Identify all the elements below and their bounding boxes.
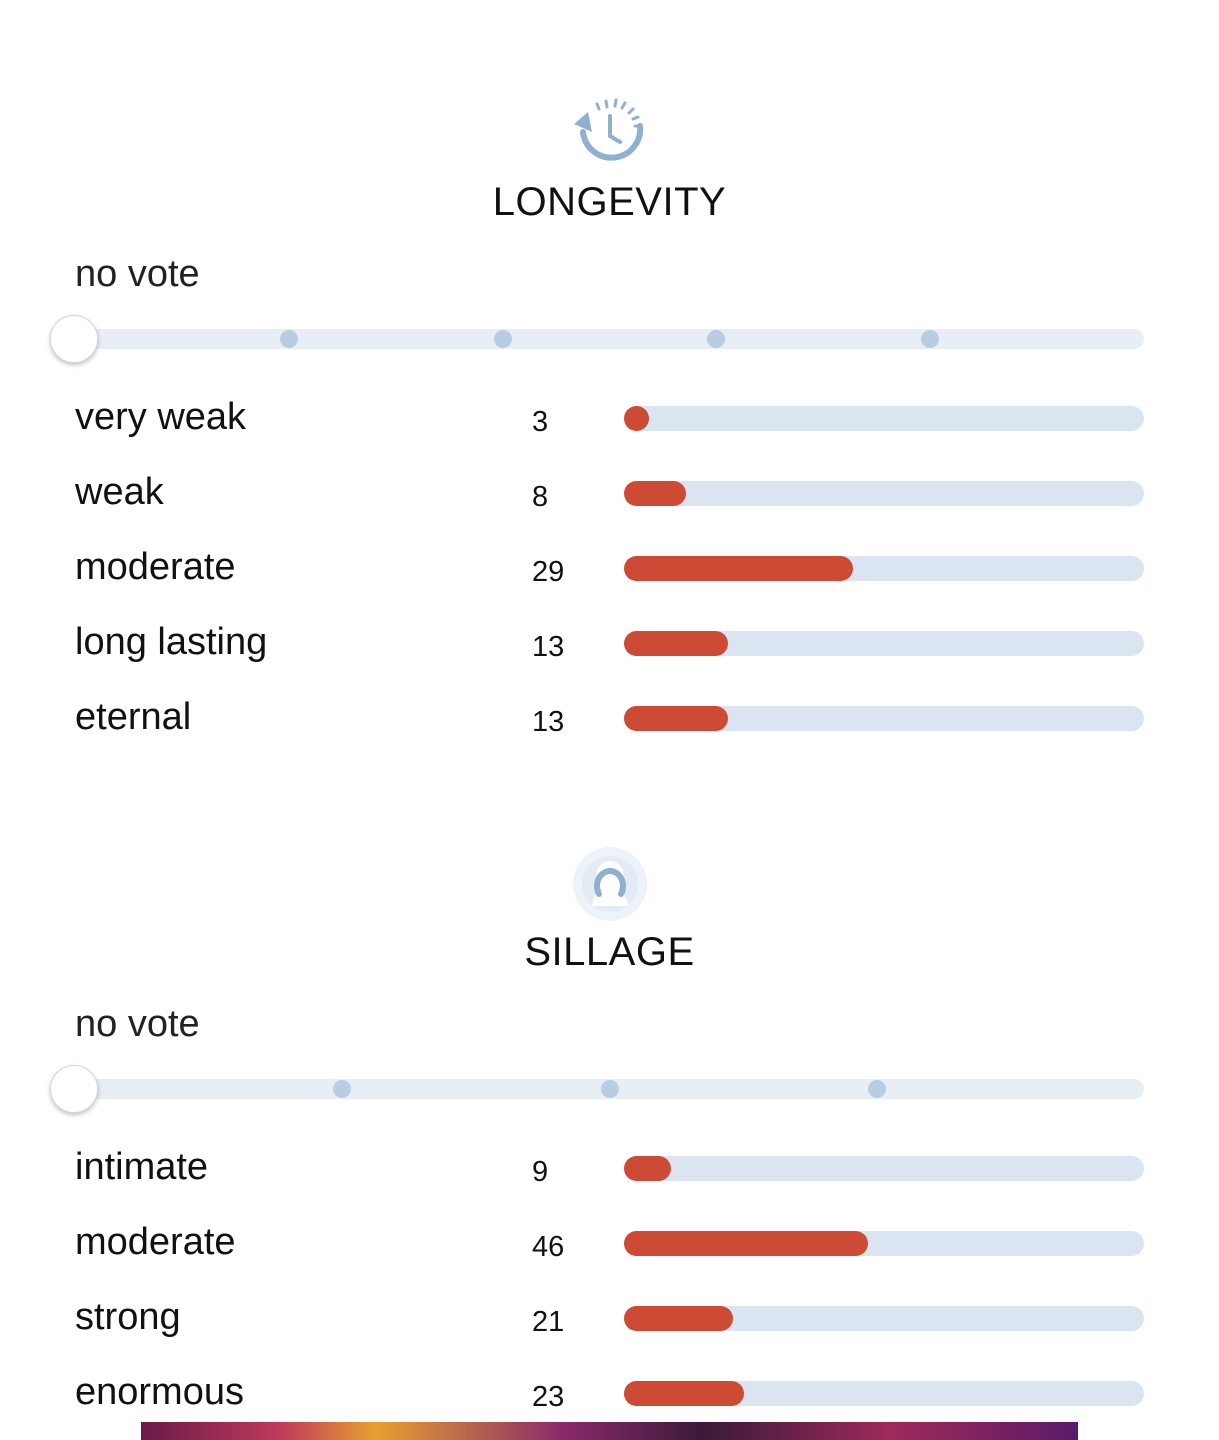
sillage-bar-track — [624, 1381, 1144, 1406]
longevity-bar-fill — [624, 481, 687, 506]
longevity-row-count: 29 — [532, 556, 565, 588]
sillage-bar-track — [624, 1156, 1144, 1181]
longevity-row-count: 13 — [532, 631, 565, 663]
longevity-title: LONGEVITY — [492, 180, 727, 224]
sillage-bar-fill — [624, 1156, 671, 1181]
longevity-bar-fill — [624, 706, 728, 731]
sillage-bar-track — [624, 1306, 1144, 1331]
longevity-bar-track — [624, 631, 1144, 656]
longevity-slider-track[interactable] — [75, 329, 1144, 349]
longevity-row-count: 3 — [532, 406, 549, 438]
longevity-bar-fill — [624, 556, 853, 581]
longevity-slider-step[interactable] — [921, 330, 940, 348]
longevity-row-moderate: moderate 29 — [0, 546, 1219, 596]
longevity-row-weak: weak 8 — [0, 471, 1219, 521]
sillage-row-label: strong — [75, 1296, 181, 1338]
longevity-row-label: very weak — [75, 396, 247, 438]
longevity-row-label: eternal — [75, 696, 192, 738]
longevity-row-label: long lasting — [75, 621, 268, 663]
longevity-slider-step[interactable] — [279, 330, 298, 348]
sillage-row-label: enormous — [75, 1371, 244, 1413]
longevity-bar-fill — [624, 631, 728, 656]
promo-image-strip[interactable] — [141, 1422, 1078, 1440]
sillage-bar-fill — [624, 1381, 744, 1406]
longevity-slider-step[interactable] — [493, 330, 512, 348]
longevity-slider-step[interactable] — [707, 330, 726, 348]
longevity-bar-fill — [624, 406, 649, 431]
sillage-bar-fill — [624, 1231, 869, 1256]
sillage-row-count: 46 — [532, 1231, 565, 1263]
sillage-row-count: 23 — [532, 1381, 565, 1413]
longevity-row-count: 8 — [532, 481, 549, 513]
longevity-row-count: 13 — [532, 706, 565, 738]
longevity-row-label: moderate — [75, 546, 236, 588]
longevity-row-long-lasting: long lasting 13 — [0, 621, 1219, 671]
sillage-row-moderate: moderate 46 — [0, 1221, 1219, 1271]
longevity-bar-track — [624, 556, 1144, 581]
sillage-row-intimate: intimate 9 — [0, 1146, 1219, 1196]
sillage-bar-track — [624, 1231, 1144, 1256]
clock-rewind-icon — [573, 98, 643, 161]
sillage-slider-step[interactable] — [600, 1080, 619, 1098]
longevity-row-eternal: eternal 13 — [0, 696, 1219, 746]
sillage-person-icon — [572, 847, 647, 921]
sillage-icon-wrap — [0, 846, 1219, 931]
sillage-row-strong: strong 21 — [0, 1296, 1219, 1346]
sillage-row-enormous: enormous 23 — [0, 1371, 1219, 1421]
sillage-row-label: intimate — [75, 1146, 209, 1188]
sillage-slider-step[interactable] — [867, 1080, 886, 1098]
sillage-title: SILLAGE — [524, 930, 695, 974]
sillage-row-label: moderate — [75, 1221, 236, 1263]
sillage-vote-label: no vote — [75, 1003, 200, 1045]
longevity-row-label: weak — [75, 471, 164, 513]
longevity-slider[interactable] — [50, 315, 1144, 363]
longevity-bar-track — [624, 406, 1144, 431]
sillage-slider[interactable] — [50, 1065, 1144, 1113]
sillage-row-count: 9 — [532, 1156, 549, 1188]
longevity-bar-track — [624, 481, 1144, 506]
longevity-row-very-weak: very weak 3 — [0, 396, 1219, 446]
longevity-bar-track — [624, 706, 1144, 731]
sillage-slider-step[interactable] — [333, 1080, 352, 1098]
sillage-slider-thumb[interactable] — [50, 1065, 98, 1113]
sillage-row-count: 21 — [532, 1306, 565, 1338]
longevity-slider-thumb[interactable] — [50, 315, 98, 363]
longevity-icon-wrap — [0, 96, 1219, 177]
longevity-vote-label: no vote — [75, 253, 200, 295]
sillage-bar-fill — [624, 1306, 734, 1331]
